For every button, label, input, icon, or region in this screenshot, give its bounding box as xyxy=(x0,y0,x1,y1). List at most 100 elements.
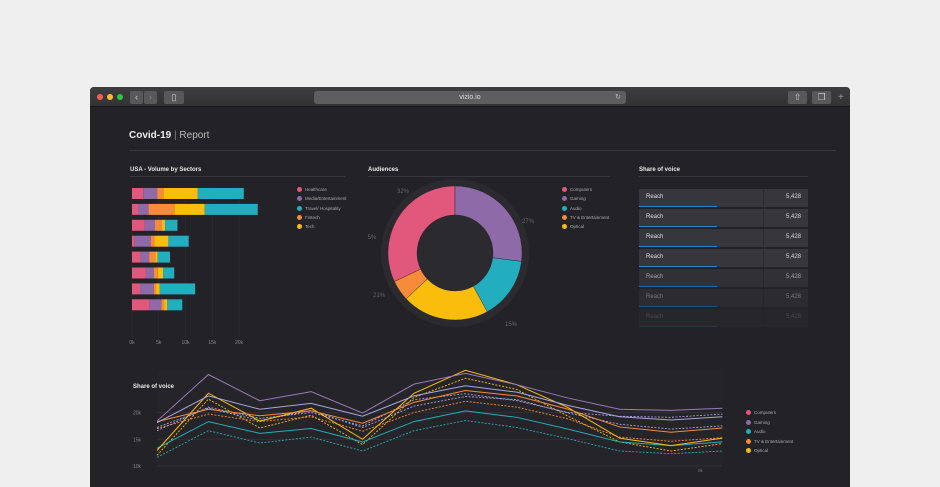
legend-swatch-icon xyxy=(297,224,302,230)
share-row[interactable]: Reach 5,428 xyxy=(639,189,808,207)
bar-segment xyxy=(144,219,156,231)
donut-slice[interactable] xyxy=(394,268,428,300)
row-progress-bar xyxy=(639,205,717,207)
legend-item[interactable]: Computers xyxy=(746,408,776,417)
bar-segment xyxy=(155,251,158,263)
bar-segment xyxy=(161,299,165,311)
legend-item[interactable]: TV & Entertainment xyxy=(746,437,793,446)
x-tick-label: 0k xyxy=(129,340,135,346)
row-label: Reach xyxy=(646,274,664,280)
legend-item[interactable]: Fintech xyxy=(297,213,320,222)
legend-swatch-icon xyxy=(562,205,567,211)
bar-segment xyxy=(157,267,164,279)
legend-item[interactable]: Audio xyxy=(562,204,582,213)
legend-item[interactable]: Computers xyxy=(562,185,592,194)
share-row[interactable]: Reach 5,428 xyxy=(639,209,808,227)
row-separator xyxy=(763,189,764,207)
legend-item[interactable]: Gaming xyxy=(562,194,586,203)
donut-slice[interactable] xyxy=(387,185,456,282)
bar-segment xyxy=(197,188,244,199)
series-line xyxy=(156,369,723,451)
row-value: 5,428 xyxy=(785,254,801,260)
series-line xyxy=(156,410,723,449)
legend-item[interactable]: Media/Entertainment xyxy=(297,194,347,203)
row-label: Reach xyxy=(646,314,664,320)
share-row[interactable]: Reach 5,428 xyxy=(639,309,808,327)
maximize-window-icon[interactable] xyxy=(117,94,123,100)
new-tab-icon[interactable]: + xyxy=(838,92,844,103)
slice-percent-label: 32% xyxy=(397,189,410,195)
legend-swatch-icon xyxy=(746,429,751,434)
row-value: 5,428 xyxy=(785,234,801,240)
tabs-icon[interactable]: ❐ xyxy=(812,91,831,104)
bar-segment xyxy=(132,251,141,263)
bar-segment xyxy=(156,283,160,295)
y-tick-label: 15k xyxy=(133,437,142,443)
legend-swatch-icon xyxy=(562,214,567,220)
bar-segment xyxy=(140,283,154,295)
legend-label: Computers xyxy=(570,187,593,192)
sidebar-toggle-icon[interactable]: ▯ xyxy=(164,91,184,104)
page-title: Covid-19 | Report xyxy=(129,130,209,141)
legend-label: Gaming xyxy=(754,419,770,425)
bar-segment xyxy=(159,283,196,295)
sectors-title: USA - Volume by Sectors xyxy=(130,167,202,173)
bar-segment xyxy=(150,235,155,247)
bar-segment xyxy=(149,299,162,311)
legend-item[interactable]: Optical xyxy=(746,446,768,455)
legend-swatch-icon xyxy=(562,187,567,192)
row-progress-bar xyxy=(639,265,717,267)
title-bold: Covid-19 xyxy=(129,130,172,141)
legend-label: Tech xyxy=(305,224,315,230)
legend-label: Audio xyxy=(570,205,582,211)
row-progress-bar xyxy=(639,305,717,307)
legend-item[interactable]: Gaming xyxy=(746,418,770,427)
x-tick-label: 10k xyxy=(181,340,190,346)
row-progress-bar xyxy=(639,245,717,247)
legend-swatch-icon xyxy=(297,196,302,202)
legend-swatch-icon xyxy=(746,438,751,444)
bar-segment xyxy=(157,188,164,199)
legend-swatch-icon xyxy=(746,419,751,425)
share-row[interactable]: Reach 5,428 xyxy=(639,229,808,247)
bar-segment xyxy=(140,251,150,263)
legend-label: TV & Entertainment xyxy=(754,438,794,444)
legend-swatch-icon xyxy=(746,448,751,453)
audiences-divider xyxy=(368,176,610,177)
share-row[interactable]: Reach 5,428 xyxy=(639,289,808,307)
close-window-icon[interactable] xyxy=(97,94,103,100)
sectors-bar-chart: 0k 5k 10k 15k 20k xyxy=(129,187,258,346)
legend-item[interactable]: Optical xyxy=(562,222,584,231)
share-icon[interactable]: ⇧ xyxy=(788,91,807,104)
share-row[interactable]: Reach 5,428 xyxy=(639,269,808,287)
audiences-donut-chart: 32% 27% 15% 21% 5% xyxy=(368,179,535,328)
legend-item[interactable]: Healthcare xyxy=(297,185,327,194)
forward-button[interactable]: › xyxy=(144,91,157,104)
legend-item[interactable]: Audio xyxy=(746,427,766,436)
minimize-window-icon[interactable] xyxy=(107,94,113,100)
bar-segment xyxy=(153,283,157,295)
share-panel-divider xyxy=(639,176,808,177)
back-button[interactable]: ‹ xyxy=(130,91,143,104)
corner-label: 0k xyxy=(698,468,704,473)
series-line xyxy=(156,420,723,458)
reload-icon[interactable]: ↻ xyxy=(615,94,621,101)
bar-segment xyxy=(134,235,151,247)
row-separator xyxy=(763,289,764,307)
bar-segment xyxy=(132,267,146,279)
legend-item[interactable]: Tech xyxy=(297,222,315,231)
row-progress-bar xyxy=(639,325,717,327)
row-separator xyxy=(763,249,764,267)
bar-segment xyxy=(204,203,258,215)
legend-item[interactable]: TV & Entertainment xyxy=(562,213,609,222)
title-separator: | xyxy=(174,130,177,141)
legend-swatch-icon xyxy=(562,196,567,202)
share-row[interactable]: Reach 5,428 xyxy=(639,249,808,267)
legend-item[interactable]: Travel/ Hospitality xyxy=(297,204,341,213)
bar-segment xyxy=(148,203,175,215)
bar-segment xyxy=(138,203,149,215)
row-label: Reach xyxy=(646,234,664,240)
header-divider xyxy=(129,150,836,151)
y-tick-label: 20k xyxy=(133,411,142,417)
address-bar[interactable]: vizio.io ↻ xyxy=(314,91,626,104)
